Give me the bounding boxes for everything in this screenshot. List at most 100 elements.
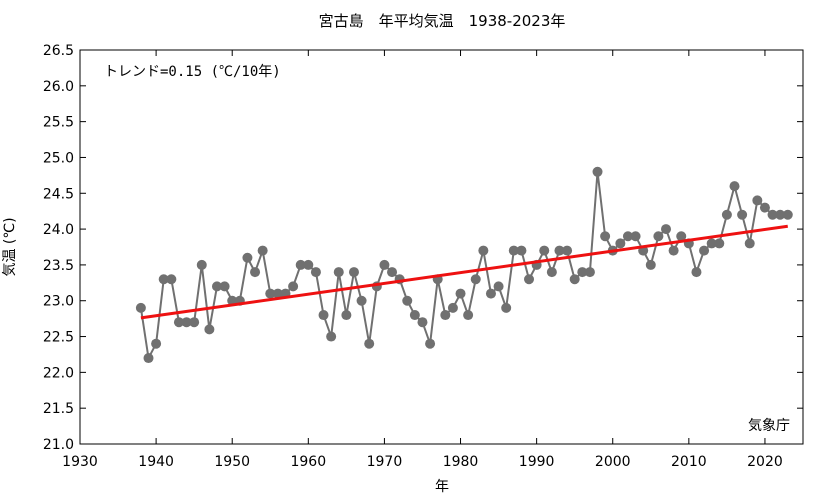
data-point: [425, 338, 436, 349]
data-point: [759, 202, 770, 213]
data-point: [409, 310, 420, 321]
data-point: [577, 267, 588, 278]
y-tick-label: 21.5: [43, 401, 74, 417]
data-point: [676, 231, 687, 242]
y-axis: 21.0 21.5 22.0 22.5 23.0 23.5 24.0 24.5 25.0 25.5…: [43, 43, 803, 453]
data-point: [721, 209, 732, 220]
data-point: [455, 288, 466, 299]
data-point: [242, 252, 253, 263]
data-point: [151, 338, 162, 349]
data-point: [714, 238, 725, 249]
x-tick-label: 1940: [138, 454, 174, 470]
data-point: [501, 302, 512, 313]
data-point: [554, 245, 565, 256]
data-point: [288, 281, 299, 292]
data-point: [569, 274, 580, 285]
data-point: [600, 231, 611, 242]
y-axis-title: 気温 (℃): [2, 217, 18, 276]
x-axis-title: 年: [435, 479, 449, 495]
data-point: [333, 267, 344, 278]
series-line: [139, 171, 788, 362]
y-tick-label: 23.0: [43, 294, 74, 310]
data-point: [592, 166, 603, 177]
data-point: [447, 302, 458, 313]
data-point: [272, 288, 283, 299]
x-tick-label: 1960: [290, 454, 326, 470]
data-point: [524, 274, 535, 285]
data-point: [470, 274, 481, 285]
data-point: [189, 317, 200, 328]
data-point: [493, 281, 504, 292]
data-point: [181, 317, 192, 328]
data-point: [737, 209, 748, 220]
data-point: [645, 259, 656, 270]
data-point: [326, 331, 337, 342]
x-tick-label: 2010: [671, 454, 707, 470]
trend-annotation: トレンド=0.15 (℃/10年): [104, 64, 281, 80]
data-point: [204, 324, 215, 335]
y-tick-label: 22.0: [43, 365, 74, 381]
data-point: [341, 310, 352, 321]
source-label: 気象庁: [748, 418, 790, 434]
data-point: [729, 181, 740, 192]
data-point: [668, 245, 679, 256]
x-axis: 1930 1940 1950 1960 1970 1980 1990 2000 2010 2020: [62, 50, 783, 470]
x-tick-label: 2000: [595, 454, 631, 470]
data-point: [196, 259, 207, 270]
data-point: [508, 245, 519, 256]
data-point: [478, 245, 489, 256]
data-point: [691, 267, 702, 278]
data-point: [310, 267, 321, 278]
y-tick-label: 24.0: [43, 222, 74, 238]
data-point: [630, 231, 641, 242]
x-tick-label: 2020: [747, 454, 783, 470]
x-tick-label: 1980: [443, 454, 479, 470]
data-point: [158, 274, 169, 285]
chart-title: 宮古島 年平均気温 1938-2023年: [319, 12, 566, 30]
trend-line: [140, 224, 788, 320]
x-tick-label: 1970: [367, 454, 403, 470]
data-point: [440, 310, 451, 321]
data-point: [661, 224, 672, 235]
data-point: [173, 317, 184, 328]
data-point: [546, 267, 557, 278]
data-point: [295, 259, 306, 270]
data-point: [622, 231, 633, 242]
data-point: [485, 288, 496, 299]
y-tick-label: 23.5: [43, 258, 74, 274]
data-point: [402, 295, 413, 306]
data-point: [706, 238, 717, 249]
data-point: [584, 267, 595, 278]
data-point: [387, 267, 398, 278]
data-point: [615, 238, 626, 249]
data-point: [782, 209, 793, 220]
data-point: [250, 267, 261, 278]
data-point: [516, 245, 527, 256]
x-tick-label: 1930: [62, 454, 98, 470]
data-point: [417, 317, 428, 328]
data-point: [143, 353, 154, 364]
data-point: [364, 338, 375, 349]
data-point: [463, 310, 474, 321]
y-tick-label: 24.5: [43, 186, 74, 202]
data-point: [539, 245, 550, 256]
data-point: [744, 238, 755, 249]
data-point: [775, 209, 786, 220]
y-tick-label: 26.5: [43, 43, 74, 59]
y-tick-label: 21.0: [43, 437, 74, 453]
data-point: [318, 310, 329, 321]
data-point: [356, 295, 367, 306]
plot-frame: [79, 49, 804, 445]
data-point: [752, 195, 763, 206]
data-point: [135, 302, 146, 313]
data-point: [265, 288, 276, 299]
data-point: [303, 259, 314, 270]
data-point: [379, 259, 390, 270]
data-point: [211, 281, 222, 292]
data-point: [166, 274, 177, 285]
x-tick-label: 1990: [519, 454, 555, 470]
data-point: [257, 245, 268, 256]
data-series: [135, 166, 793, 364]
data-point: [219, 281, 230, 292]
